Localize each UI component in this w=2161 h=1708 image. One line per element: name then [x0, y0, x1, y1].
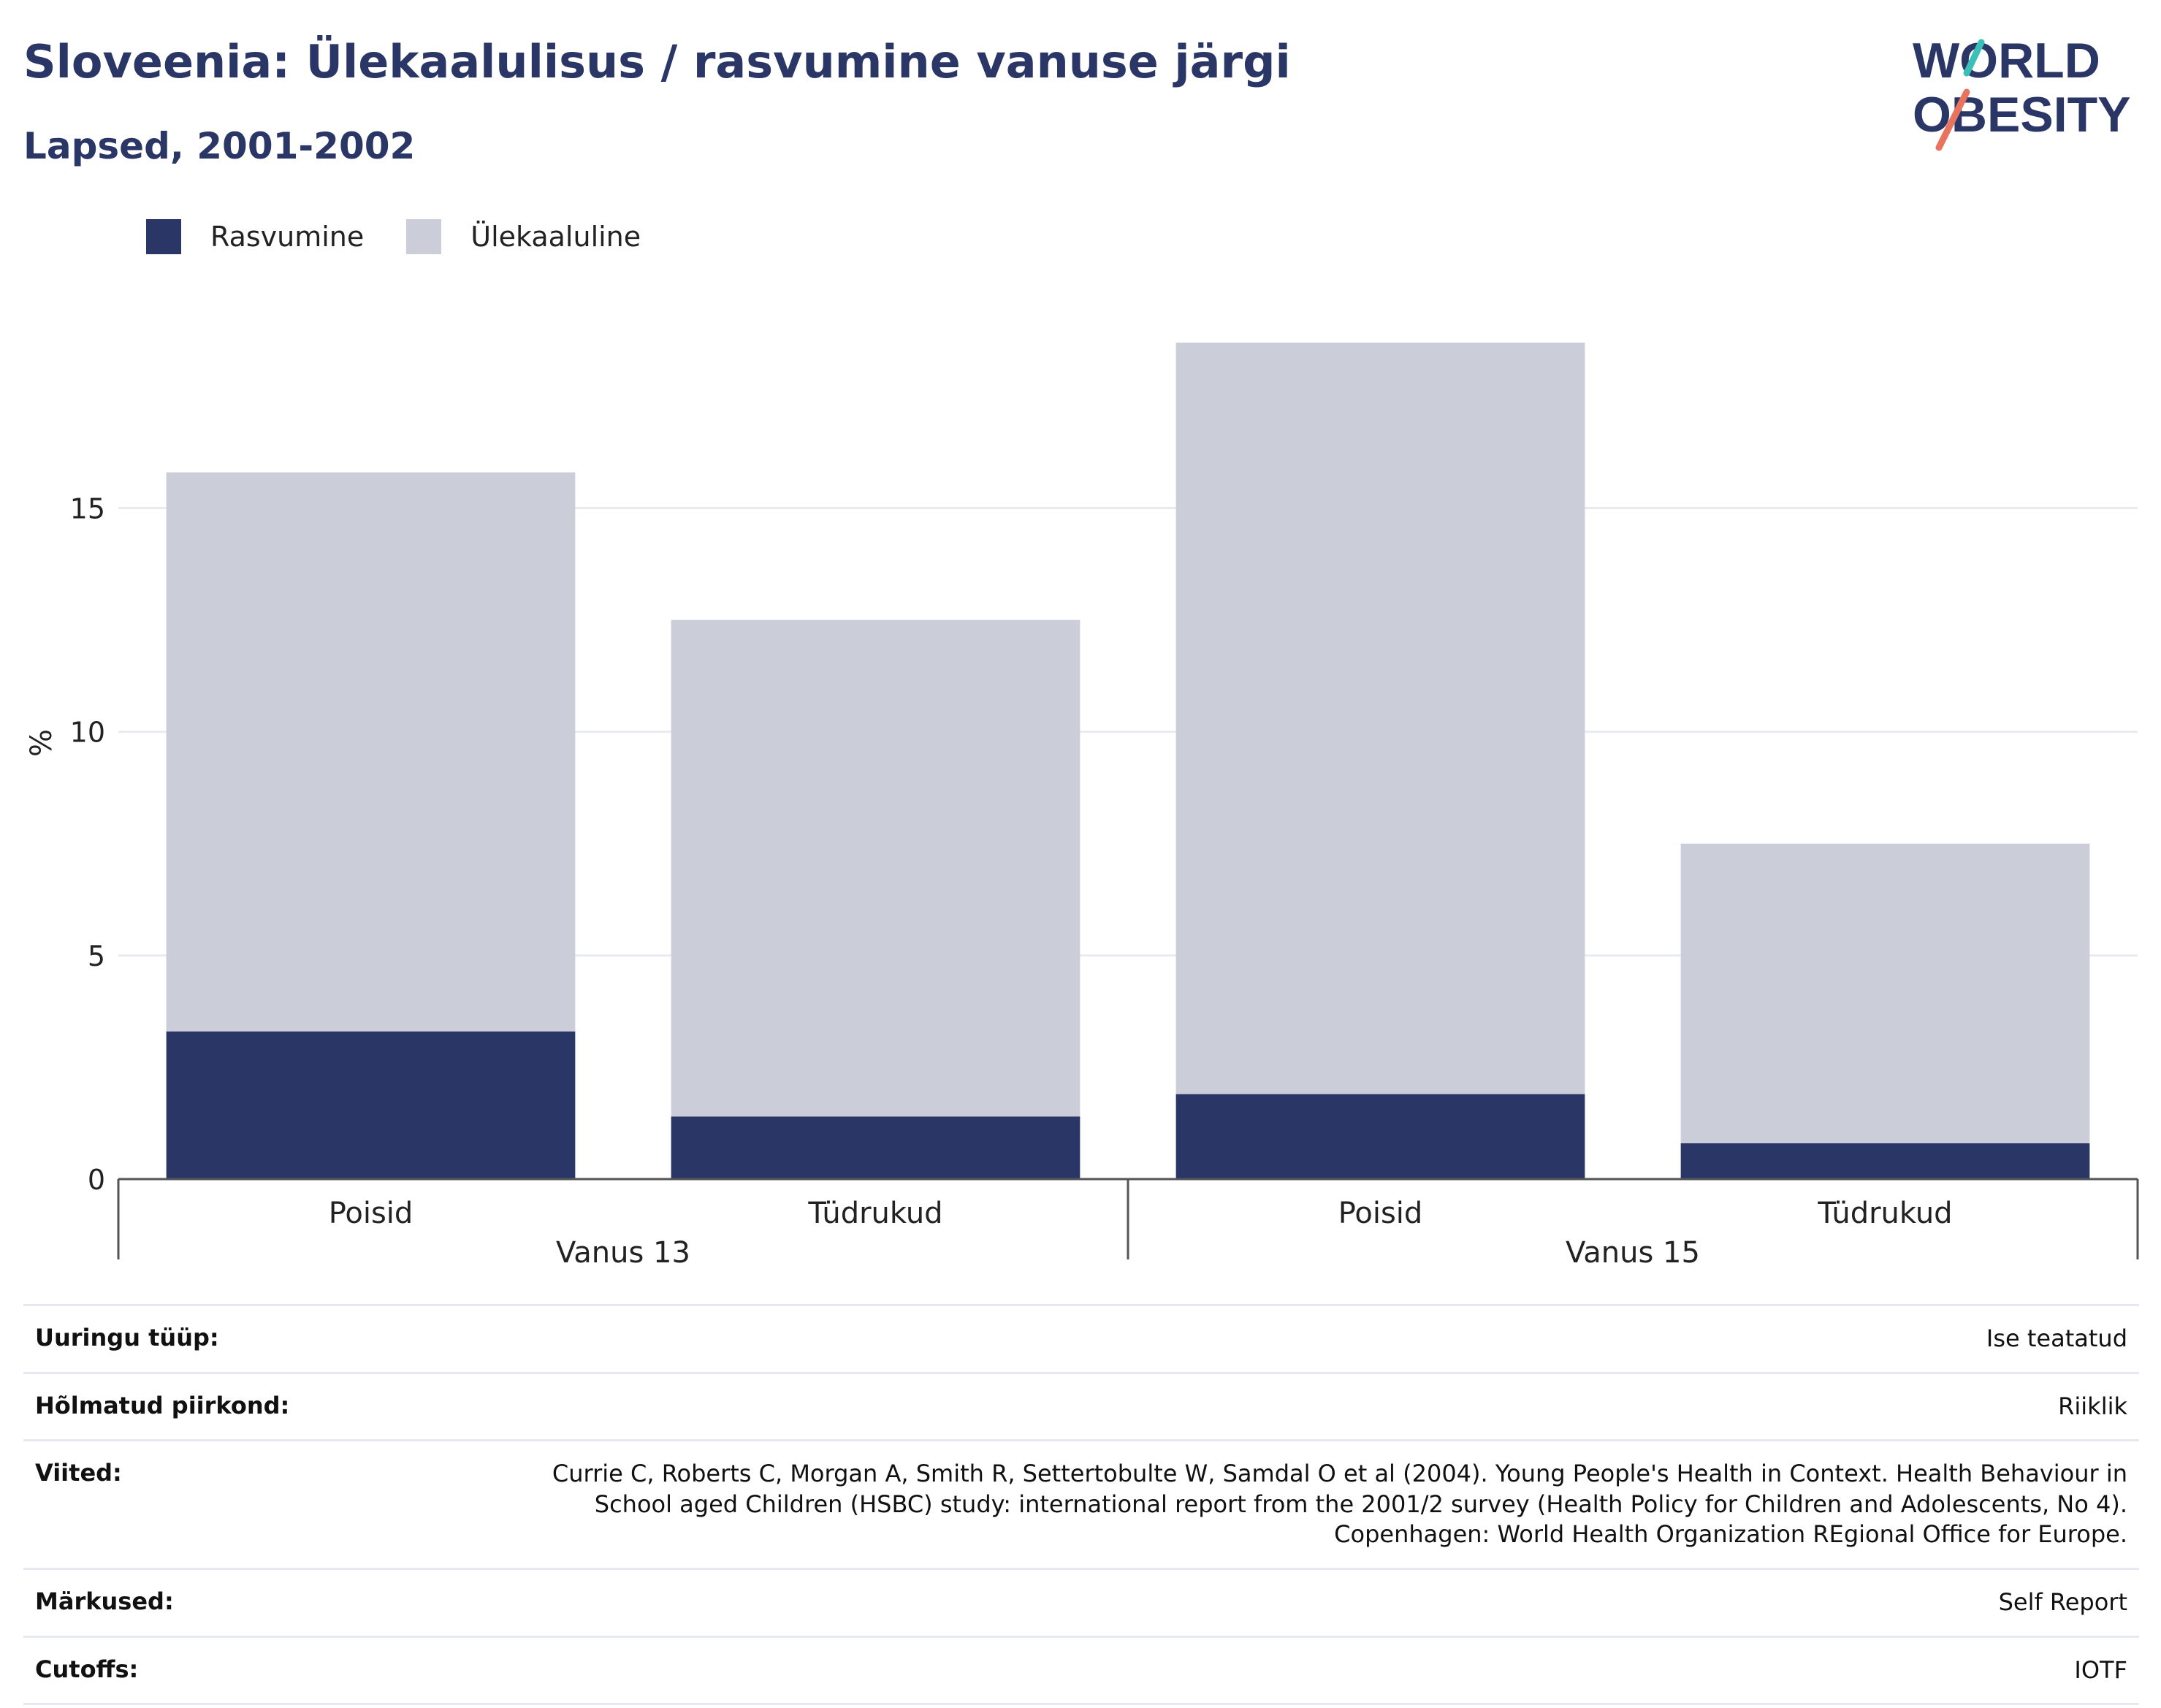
info-table: Uuringu tüüp: Ise teatatud Hõlmatud piir… [23, 1304, 2139, 1706]
info-value: IOTF [2074, 1655, 2127, 1686]
info-row-references: Viited: Currie C, Roberts C, Morgan A, S… [23, 1439, 2139, 1568]
reference-line: School aged Children (HSBC) study: inter… [594, 1490, 2127, 1518]
chart-subtitle: Lapsed, 2001-2002 [23, 125, 416, 167]
reference-line: Copenhagen: World Health Organization RE… [1334, 1520, 2127, 1549]
x-tick-label: Tüdrukud [807, 1197, 942, 1230]
info-label: Uuringu tüüp: [35, 1324, 219, 1351]
y-tick-label: 5 [88, 940, 105, 972]
legend-swatch-overweight [406, 219, 442, 254]
legend-swatch-obesity [146, 219, 181, 254]
chart-legend: Rasvumine Ülekaaluline [146, 216, 683, 257]
bar-overweight [671, 619, 1080, 1117]
info-row-notes: Märkused: Self Report [23, 1567, 2139, 1636]
logo-text-world: WORLD [1913, 33, 2100, 88]
x-tick-label: Tüdrukud [1817, 1197, 1952, 1230]
bar-obesity [166, 1031, 576, 1179]
legend-item-obesity[interactable]: Rasvumine [146, 219, 364, 254]
info-value-line: IOTF [2074, 1655, 2127, 1684]
world-obesity-logo: WORLD OBESITY [1913, 33, 2131, 151]
bar-overweight [1680, 843, 2090, 1144]
y-axis-label: % [25, 729, 58, 757]
bar-chart: 0 5 10 15% Poisid Tüdrukud Poisid Tüdrukud Vanus… [25, 342, 2139, 1270]
info-value: Riiklik [2058, 1392, 2127, 1422]
info-row-cutoffs: Cutoffs: IOTF [23, 1635, 2139, 1706]
bar-overweight [1175, 342, 1585, 1094]
logo-slash-coral [1935, 88, 1970, 151]
info-value: Currie C, Roberts C, Morgan A, Smith R, … [552, 1459, 2127, 1550]
x-tick-label: Poisid [329, 1197, 413, 1230]
bar-obesity [671, 1116, 1080, 1179]
info-row-coverage: Hõlmatud piirkond: Riiklik [23, 1371, 2139, 1440]
bar-obesity [1175, 1094, 1585, 1179]
chart-title: Sloveenia: Ülekaalulisus / rasvumine van… [23, 35, 1291, 88]
info-value: Self Report [1999, 1587, 2127, 1618]
info-row-survey-type: Uuringu tüüp: Ise teatatud [23, 1304, 2139, 1372]
y-tick-label: 0 [88, 1164, 105, 1196]
x-group-label: Vanus 15 [1566, 1236, 1700, 1270]
bar-obesity [1680, 1143, 2090, 1179]
info-value-line: Riiklik [2058, 1392, 2127, 1420]
legend-label-overweight: Ülekaaluline [470, 221, 641, 253]
info-value: Ise teatatud [1986, 1324, 2127, 1354]
reference-line: Currie C, Roberts C, Morgan A, Smith R, … [552, 1460, 2127, 1488]
legend-item-overweight[interactable]: Ülekaaluline [406, 219, 641, 254]
logo-slash-teal [1963, 39, 1985, 77]
y-tick-label: 15 [70, 493, 105, 525]
y-tick-label: 10 [70, 717, 105, 749]
info-label: Cutoffs: [35, 1655, 139, 1683]
legend-label-obesity: Rasvumine [210, 221, 365, 253]
x-tick-label: Poisid [1338, 1197, 1423, 1230]
info-label: Viited: [35, 1459, 122, 1487]
x-group-label: Vanus 13 [556, 1236, 690, 1270]
info-value-line: Self Report [1998, 1587, 2127, 1616]
info-value-line: Ise teatatud [1986, 1324, 2127, 1352]
info-label: Hõlmatud piirkond: [35, 1391, 290, 1419]
info-label: Märkused: [35, 1587, 174, 1615]
bar-overweight [166, 472, 576, 1032]
